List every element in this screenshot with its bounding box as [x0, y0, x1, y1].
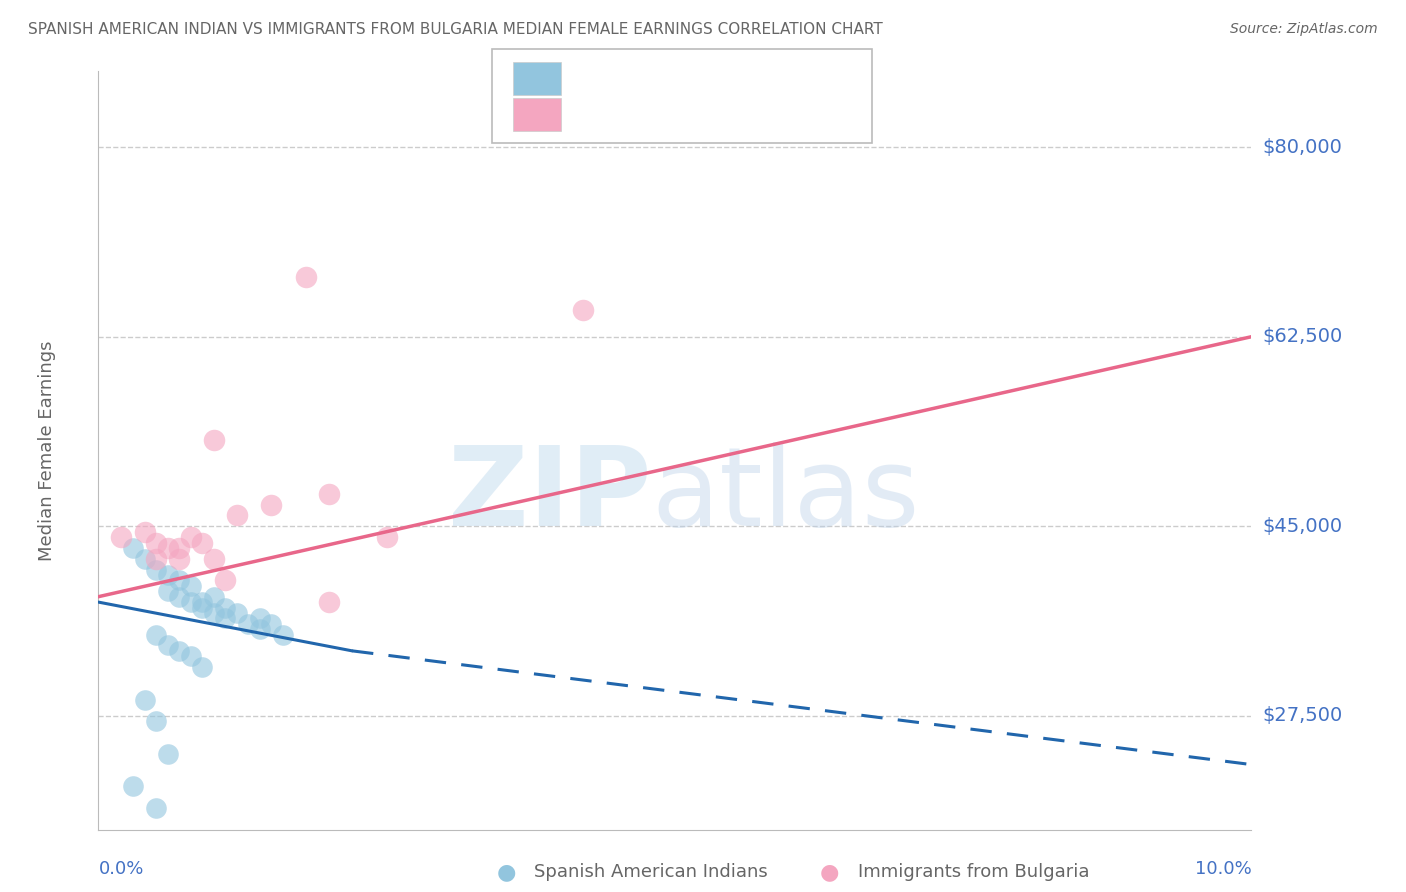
Point	[202, 590, 225, 604]
Point	[145, 714, 167, 729]
Text: R =  0.420    N = 19: R = 0.420 N = 19	[572, 103, 762, 123]
Text: R = -0.208    N = 31: R = -0.208 N = 31	[572, 63, 762, 83]
Text: 10.0%: 10.0%	[1195, 860, 1251, 878]
Point	[122, 541, 145, 555]
Point	[191, 600, 214, 615]
Point	[214, 574, 236, 588]
Text: Immigrants from Bulgaria: Immigrants from Bulgaria	[858, 863, 1090, 881]
Point	[318, 487, 340, 501]
Point	[191, 535, 214, 549]
Point	[122, 779, 145, 793]
Point	[145, 563, 167, 577]
Point	[191, 660, 214, 674]
Point	[134, 524, 156, 539]
Point	[260, 498, 283, 512]
Point	[134, 692, 156, 706]
Point	[375, 530, 398, 544]
Point	[167, 590, 190, 604]
Text: $45,000: $45,000	[1263, 516, 1343, 536]
Point	[156, 747, 179, 761]
Point	[156, 639, 179, 653]
Point	[167, 644, 190, 658]
Text: Median Female Earnings: Median Female Earnings	[38, 340, 56, 561]
Text: Source: ZipAtlas.com: Source: ZipAtlas.com	[1230, 22, 1378, 37]
Point	[180, 530, 202, 544]
Point	[318, 595, 340, 609]
Point	[271, 627, 294, 641]
Text: $62,500: $62,500	[1263, 327, 1343, 346]
Point	[167, 541, 190, 555]
Point	[180, 649, 202, 664]
Text: Spanish American Indians: Spanish American Indians	[534, 863, 768, 881]
Point	[202, 433, 225, 447]
Point	[180, 579, 202, 593]
Point	[145, 627, 167, 641]
Point	[134, 551, 156, 566]
Point	[191, 595, 214, 609]
Point	[249, 622, 271, 636]
Text: ZIP: ZIP	[449, 442, 652, 549]
Text: atlas: atlas	[652, 442, 921, 549]
Point	[260, 616, 283, 631]
Point	[225, 606, 247, 620]
Point	[167, 574, 190, 588]
Point	[110, 530, 132, 544]
Point	[249, 611, 271, 625]
Text: 0.0%: 0.0%	[98, 860, 143, 878]
Point	[180, 595, 202, 609]
Point	[156, 541, 179, 555]
Point	[571, 302, 593, 317]
Point	[214, 611, 236, 625]
Point	[225, 508, 247, 523]
Point	[156, 584, 179, 599]
Point	[295, 270, 318, 285]
Point	[202, 606, 225, 620]
Point	[156, 568, 179, 582]
Point	[238, 616, 260, 631]
Point	[214, 600, 236, 615]
Text: $27,500: $27,500	[1263, 706, 1343, 725]
Point	[145, 801, 167, 815]
Text: SPANISH AMERICAN INDIAN VS IMMIGRANTS FROM BULGARIA MEDIAN FEMALE EARNINGS CORRE: SPANISH AMERICAN INDIAN VS IMMIGRANTS FR…	[28, 22, 883, 37]
Point	[167, 551, 190, 566]
Text: ●: ●	[496, 863, 516, 882]
Point	[145, 535, 167, 549]
Text: ●: ●	[820, 863, 839, 882]
Text: $80,000: $80,000	[1263, 137, 1343, 157]
Point	[202, 551, 225, 566]
Point	[145, 551, 167, 566]
